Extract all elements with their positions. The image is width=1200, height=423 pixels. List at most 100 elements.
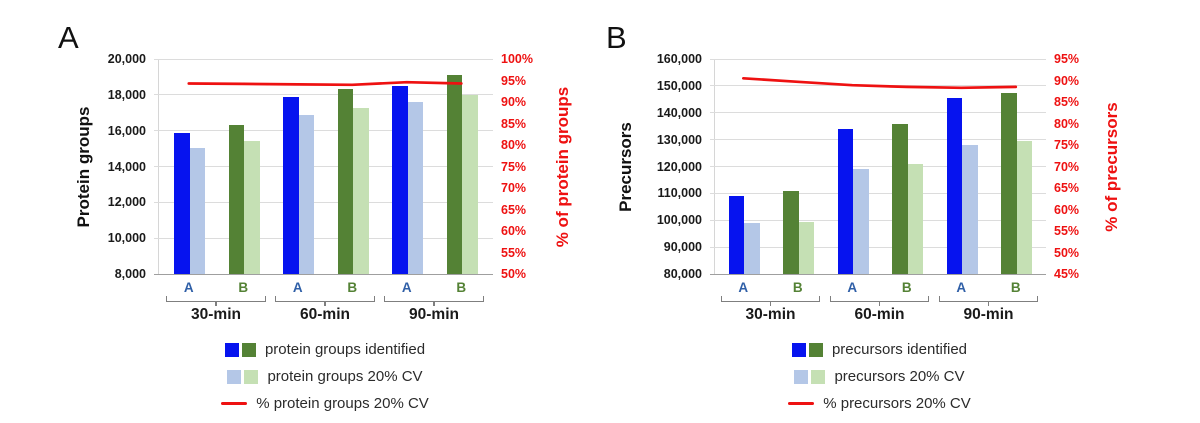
chart-legend: precursors identified precursors 20% CV % … <box>714 338 1045 415</box>
legend-swatch <box>811 369 826 384</box>
bar-identified <box>446 75 463 274</box>
y-axis-tick-label: 100,000 <box>656 213 702 228</box>
group-bracket-tick <box>769 301 772 306</box>
replicate-label: B <box>792 280 803 295</box>
group-label: 60-min <box>854 306 905 323</box>
group-label: 30-min <box>191 306 241 323</box>
y-axis-tick-label: 14,000 <box>107 159 146 174</box>
gridline <box>154 237 493 239</box>
chart-panel-a: A Protein groups % of protein groups pro… <box>58 20 572 415</box>
group-bracket-tick <box>324 301 326 306</box>
legend-swatches <box>224 342 256 357</box>
legend-line-swatch <box>221 401 248 406</box>
bar-cv20 <box>962 145 978 274</box>
bar-cv20 <box>189 147 206 274</box>
legend-swatch <box>791 342 806 357</box>
bar-identified <box>337 88 354 274</box>
legend-label: protein groups 20% CV <box>267 367 423 385</box>
y-axis-tick-label: 20,000 <box>107 52 146 66</box>
percent-axis-tick-label: 95% <box>1054 52 1080 66</box>
bar-cv20 <box>298 114 315 274</box>
bar-identified <box>1001 92 1017 274</box>
group-bracket-tick <box>878 301 881 306</box>
percent-axis-tick-label: 80% <box>1054 116 1080 131</box>
y-axis-tick-label: 110,000 <box>657 186 703 201</box>
legend-swatch <box>808 342 823 357</box>
legend-swatches <box>791 342 823 357</box>
bar-cv20 <box>798 222 815 274</box>
gridline <box>154 130 493 132</box>
replicate-label: B <box>347 280 358 295</box>
legend-label: protein groups identified <box>264 340 426 358</box>
gridline <box>154 58 493 60</box>
legend-swatch <box>244 369 259 384</box>
group-label: 30-min <box>745 306 796 323</box>
legend-swatch <box>227 369 242 384</box>
gridline <box>710 166 1046 167</box>
y-axis-tick-label: 160,000 <box>656 52 702 66</box>
percent-axis-tick-label: 75% <box>501 159 527 174</box>
gridline <box>154 273 493 275</box>
percent-axis-tick-label: 55% <box>501 245 527 260</box>
bar-cv20 <box>462 95 478 274</box>
bar-identified <box>728 196 745 274</box>
percent-axis-tick-label: 75% <box>1054 138 1080 152</box>
gridline <box>154 166 493 167</box>
replicate-label: A <box>956 280 967 295</box>
legend-swatch <box>794 369 809 384</box>
replicate-label: A <box>183 280 194 295</box>
gridline <box>710 246 1046 248</box>
y-axis-tick-label: 130,000 <box>656 132 702 147</box>
bar-identified <box>837 128 854 274</box>
percent-axis-tick-label: 85% <box>501 116 527 131</box>
gridline <box>710 219 1046 221</box>
legend-label: precursors identified <box>831 340 968 358</box>
percent-axis-tick-label: 85% <box>1054 95 1080 109</box>
bar-cv20 <box>244 141 260 274</box>
legend-row: protein groups 20% CV <box>227 365 423 388</box>
group-bracket-tick <box>433 301 435 306</box>
y-axis-tick-label: 150,000 <box>656 78 702 93</box>
legend-swatch <box>241 342 256 357</box>
legend-swatches <box>794 369 826 384</box>
bar-identified <box>283 96 299 274</box>
bar-cv20 <box>353 108 369 274</box>
legend-row: precursors 20% CV <box>794 365 965 388</box>
gridline <box>710 273 1046 275</box>
percent-axis-tick-label: 70% <box>1054 159 1080 174</box>
right-axis-title: % of precursors <box>1102 101 1121 232</box>
replicate-label: B <box>1010 280 1021 295</box>
group-label: 90-min <box>409 306 459 323</box>
gridline <box>710 192 1046 194</box>
percent-axis-tick-label: 100% <box>501 52 533 66</box>
bar-cv20 <box>853 169 869 274</box>
percent-axis-tick-label: 65% <box>1054 181 1080 195</box>
percent-axis-tick-label: 60% <box>1054 202 1080 217</box>
legend-line-icon <box>788 401 815 406</box>
group-label: 60-min <box>300 306 350 323</box>
group-bracket-tick <box>215 301 217 306</box>
panel-letter: A <box>58 20 79 55</box>
gridline <box>154 94 493 96</box>
replicate-label: A <box>847 280 858 295</box>
legend-row: % protein groups 20% CV <box>221 392 429 415</box>
replicate-label: B <box>238 280 249 295</box>
y-axis-tick-label: 16,000 <box>107 123 146 138</box>
y-axis-tick-label: 140,000 <box>656 105 702 120</box>
cv-percent-line <box>741 76 1018 90</box>
gridline <box>710 139 1046 141</box>
bar-cv20 <box>744 222 760 274</box>
percent-axis-tick-label: 80% <box>501 138 527 152</box>
percent-axis-tick-label: 90% <box>501 95 527 109</box>
group-bracket-tick <box>987 301 990 306</box>
gridline <box>710 112 1046 114</box>
chart-panel-b: B Precursors % of precursors precursors … <box>600 0 1200 423</box>
replicate-label: B <box>901 280 912 295</box>
bar-cv20 <box>1016 140 1033 274</box>
percent-axis-tick-label: 55% <box>1054 224 1080 238</box>
percent-axis-tick-label: 65% <box>501 202 527 217</box>
bar-identified <box>228 125 245 274</box>
y-axis-tick-label: 80,000 <box>663 267 702 281</box>
percent-axis-tick-label: 50% <box>501 267 527 281</box>
bar-identified <box>892 123 908 274</box>
